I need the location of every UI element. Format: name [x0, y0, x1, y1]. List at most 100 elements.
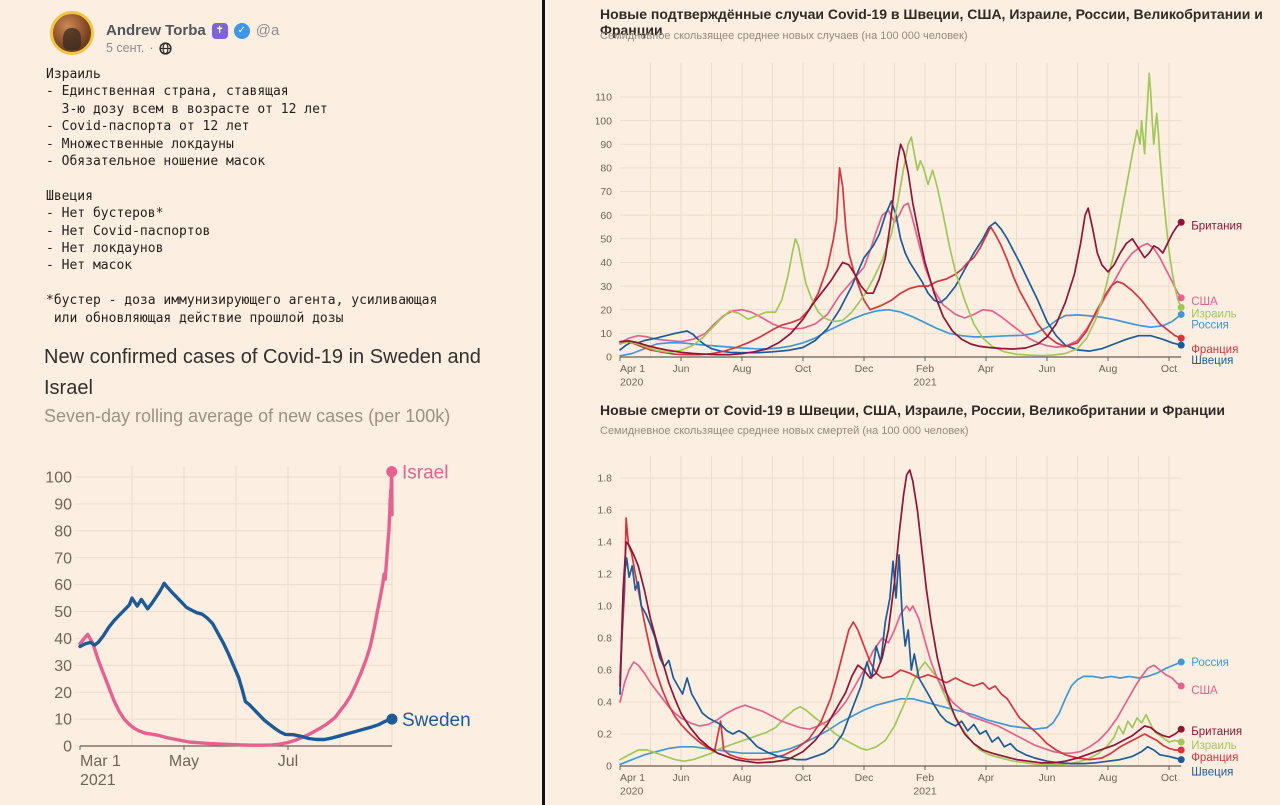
x-tick-label: Oct [795, 772, 811, 784]
y-tick-label: 50 [600, 233, 612, 245]
cases-chart-subtitle: Семидневное скользящее среднее новых слу… [600, 30, 968, 42]
divider [542, 0, 545, 805]
left-chart-title: New confirmed cases of Covid-19 in Swede… [44, 346, 481, 399]
y-tick-label: 80 [600, 163, 612, 175]
series-end-dot-Швеция [1177, 341, 1185, 349]
x-tick-label: Aug [1099, 363, 1118, 375]
x-tick-label: Oct [795, 363, 811, 375]
y-tick-label: 60 [600, 210, 612, 222]
series-line-Франция [619, 517, 1183, 761]
series-label-Израиль: Израиль [1191, 740, 1236, 752]
series-end-dot-Израиль [1177, 303, 1185, 311]
series-end-dot-Израиль [1177, 738, 1185, 746]
cases-six-countries-chart: 0 10 20 30 40 50 60 70 80 90 100 110 Apr 1 2020 Jun Aug… [596, 63, 1242, 389]
x-tick-label: Dec [855, 772, 874, 784]
series-label-Израиль: Израиль [1191, 308, 1236, 320]
y-tick-label: 1.0 [597, 601, 612, 613]
series-label-Британия: Британия [1191, 220, 1242, 232]
x-tick-label: Aug [1099, 772, 1118, 784]
x-tick-year: 2021 [913, 377, 937, 389]
y-tick-label: 0.4 [597, 697, 612, 709]
series-end-dot-США [1177, 682, 1185, 690]
series-line-Франция [619, 167, 1183, 356]
y-tick-label: 40 [54, 631, 72, 648]
x-tick-label: Apr 1 [620, 363, 645, 375]
y-tick-label: 1.2 [597, 569, 612, 581]
y-tick-label: 50 [54, 604, 72, 621]
x-tick-label: Aug [733, 363, 752, 375]
avatar[interactable] [50, 11, 94, 55]
y-tick-label: 60 [54, 577, 72, 594]
series-label-США: США [1191, 685, 1218, 697]
post-meta: 5 сент. · [106, 41, 172, 55]
author-handle[interactable]: @a [255, 22, 280, 39]
y-tick-label: 0.2 [597, 729, 612, 741]
post-body-text: Израиль - Единственная страна, ставящая … [46, 67, 438, 326]
y-tick-label: 0 [63, 739, 72, 756]
series-line-США [619, 605, 1183, 755]
series-end-dot-Россия [1177, 310, 1185, 318]
series-line-Россия [619, 308, 1183, 357]
y-tick-label: 90 [54, 497, 72, 514]
y-tick-label: 110 [596, 92, 612, 104]
y-tick-label: 1.8 [597, 473, 612, 485]
series-end-dot-Британия [1177, 218, 1185, 226]
x-tick-label: Dec [855, 363, 874, 375]
y-tick-label: 0.8 [597, 633, 612, 645]
cases-sweden-israel-chart: 0 10 20 30 40 50 60 70 80 90 100 Mar 1 2021 May Jul Isr… [45, 462, 471, 789]
series-line-Израиль [619, 72, 1183, 357]
series-line-Sweden [78, 581, 394, 742]
series-line-Британия [619, 143, 1183, 356]
series-label-Британия: Британия [1191, 726, 1242, 738]
series-end-dot-Россия [1177, 658, 1185, 666]
y-tick-label: 10 [54, 712, 72, 729]
verified-badge-icon: ✓ [233, 22, 250, 39]
series-label-Франция: Франция [1191, 752, 1238, 764]
y-tick-label: 0 [606, 352, 612, 364]
x-tick-label: Aug [733, 772, 752, 784]
left-chart-subtitle: Seven-day rolling average of new cases (… [44, 406, 451, 426]
x-tick-label: Jun [673, 363, 690, 375]
y-tick-label: 1.6 [597, 505, 612, 517]
series-label-США: США [1191, 296, 1218, 308]
series-line-Швеция [619, 553, 1183, 765]
x-tick-label: Jun [1039, 363, 1056, 375]
series-end-dot-Швеция [1177, 756, 1185, 764]
y-tick-label: 90 [600, 139, 612, 151]
y-tick-label: 0 [606, 761, 612, 773]
x-tick-year: 2021 [913, 786, 937, 798]
series-end-dot-Israel [386, 466, 398, 478]
cross-badge-icon: ✝ [211, 22, 228, 39]
series-label-Israel: Israel [402, 462, 448, 483]
series-label-Sweden: Sweden [402, 710, 471, 731]
x-tick-label: May [169, 753, 199, 770]
y-tick-label: 80 [54, 523, 72, 540]
series-label-Швеция: Швеция [1191, 767, 1233, 779]
series-end-dot-США [1177, 294, 1185, 302]
globe-icon [158, 41, 172, 55]
x-tick-label: Jun [1039, 772, 1056, 784]
cases-chart-title: Новые подтверждённые случаи Covid-19 в Ш… [600, 6, 1263, 38]
series-line-Israel [78, 469, 394, 747]
series-end-dot-Sweden [386, 713, 398, 725]
x-tick-year: 2020 [620, 377, 644, 389]
x-tick-label: Feb [916, 772, 934, 784]
deaths-six-countries-chart: 0 0.2 0.4 0.6 0.8 1.0 1.2 1.4 1.6 1.8 Apr 1 2020 Jun… [597, 456, 1242, 798]
y-tick-label: 70 [54, 550, 72, 567]
y-tick-label: 70 [600, 186, 612, 198]
author-name[interactable]: Andrew Torba [106, 22, 206, 39]
timestamp[interactable]: 5 сент. [106, 41, 145, 55]
y-tick-label: 20 [600, 304, 612, 316]
series-line-США [619, 202, 1183, 348]
series-line-Швеция [619, 200, 1183, 354]
x-tick-label: Apr 1 [620, 772, 645, 784]
x-tick-label: Jun [673, 772, 690, 784]
series-label-Россия: Россия [1191, 319, 1229, 331]
x-tick-label: Oct [1161, 363, 1177, 375]
x-tick-label: Oct [1161, 772, 1177, 784]
series-label-Швеция: Швеция [1191, 355, 1233, 367]
x-tick-label: Apr [978, 363, 995, 375]
deaths-chart-subtitle: Семидневное скользящее среднее новых сме… [600, 425, 969, 437]
y-tick-label: 20 [54, 685, 72, 702]
